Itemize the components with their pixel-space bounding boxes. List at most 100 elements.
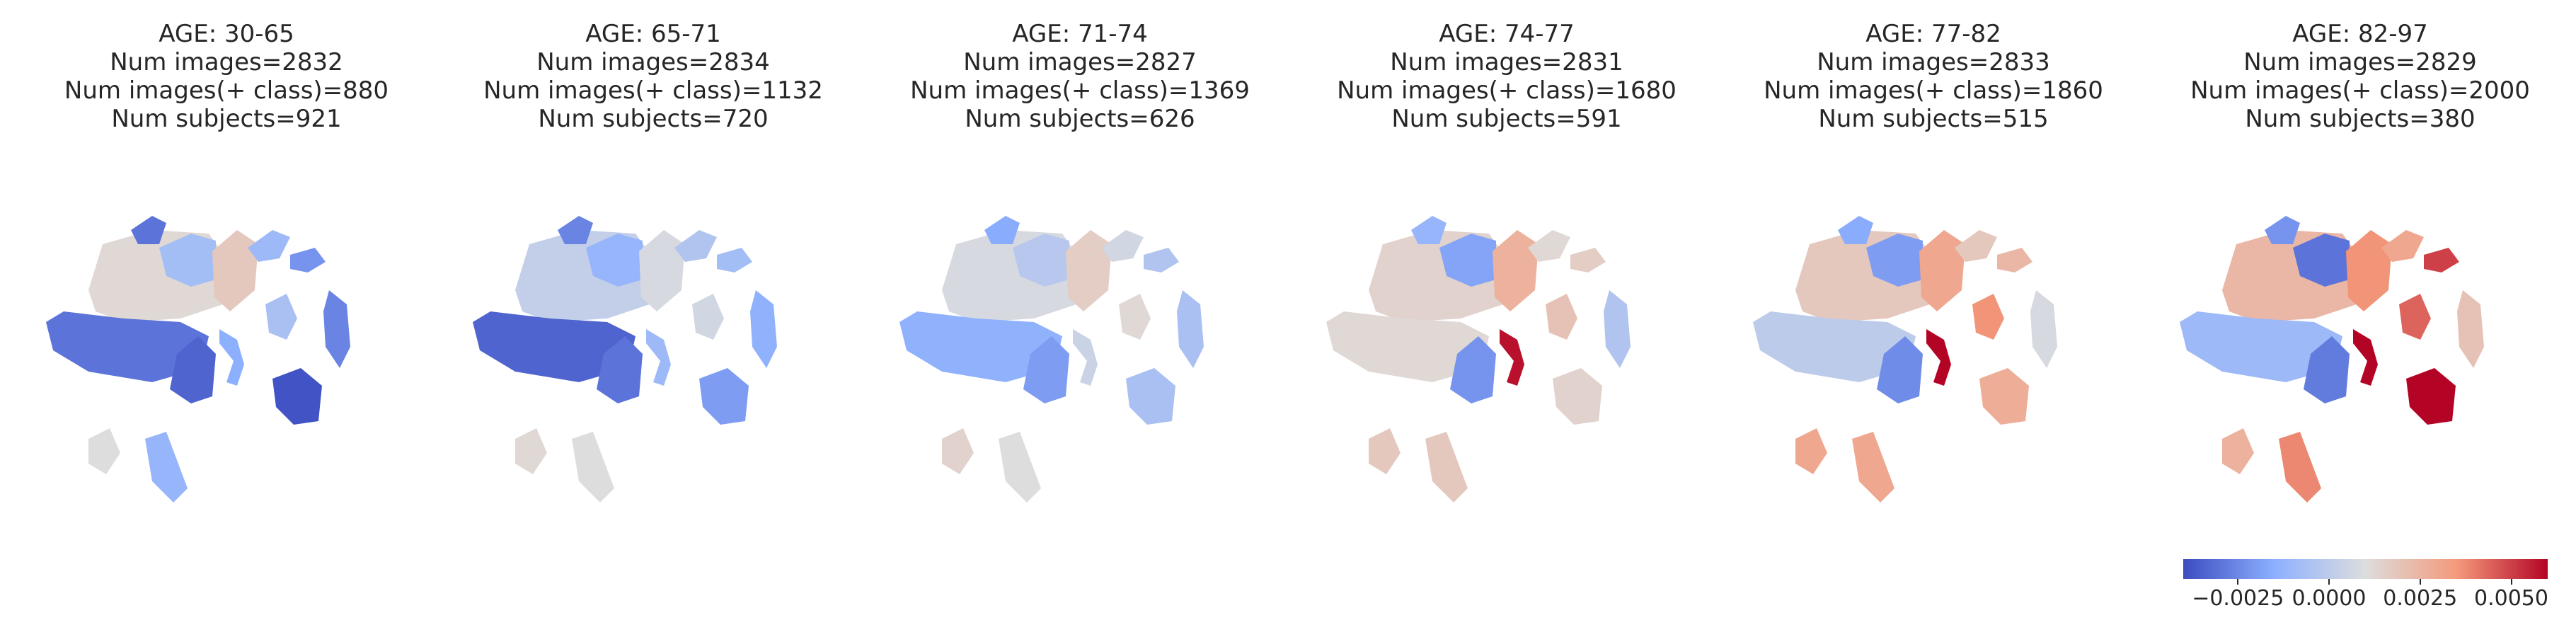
brain-region xyxy=(2406,368,2456,425)
colorbar-tick xyxy=(2510,579,2512,585)
brain-region xyxy=(1926,329,1951,386)
panel-age-label: AGE: 71-74 xyxy=(1012,20,1148,48)
panel-num-images: Num images=2832 xyxy=(110,48,343,76)
brain-region xyxy=(692,294,724,340)
brain-region xyxy=(572,432,614,503)
brain-region xyxy=(323,290,350,368)
brain-region xyxy=(1795,428,1827,474)
brain-region xyxy=(899,311,1062,382)
panel-age-label: AGE: 77-82 xyxy=(1865,20,2001,48)
brain-region xyxy=(1493,230,1539,311)
brain-region xyxy=(1411,216,1447,244)
brain-region xyxy=(272,368,322,425)
brain-region xyxy=(942,428,974,474)
brain-region xyxy=(2222,428,2254,474)
brain-region xyxy=(46,311,209,382)
brain-map xyxy=(1326,216,1631,503)
panel-num-images: Num images=2827 xyxy=(963,48,1197,76)
panel-age-label: AGE: 30-65 xyxy=(159,20,294,48)
brain-region xyxy=(1425,432,1468,503)
brain-region xyxy=(2346,230,2392,311)
brain-region xyxy=(1570,248,1606,272)
panel-age-65-71: AGE: 65-71 Num images=2834 Num images(+ … xyxy=(441,0,866,637)
brain-region xyxy=(88,428,120,474)
panel-num-subjects: Num subjects=515 xyxy=(1818,105,2049,133)
panel-title: AGE: 74-77 Num images=2831 Num images(+ … xyxy=(1294,20,1719,133)
panel-num-class: Num images(+ class)=2000 xyxy=(2190,76,2530,105)
brain-region xyxy=(1439,234,1496,287)
brain-region xyxy=(1852,432,1894,503)
brain-region xyxy=(2399,294,2431,340)
brain-region xyxy=(1073,329,1098,386)
brain-region xyxy=(473,311,636,382)
panel-age-label: AGE: 74-77 xyxy=(1439,20,1575,48)
brain-map xyxy=(899,216,1204,503)
brain-map xyxy=(473,216,777,503)
brain-map xyxy=(2180,216,2484,503)
brain-region xyxy=(558,216,593,244)
brain-region xyxy=(1066,230,1112,311)
panel-num-images: Num images=2833 xyxy=(1817,48,2050,76)
brain-region xyxy=(639,230,685,311)
panel-age-71-74: AGE: 71-74 Num images=2827 Num images(+ … xyxy=(868,0,1292,637)
brain-region xyxy=(999,432,1041,503)
brain-region xyxy=(170,336,216,403)
brain-region xyxy=(219,329,244,386)
panel-title: AGE: 30-65 Num images=2832 Num images(+ … xyxy=(14,20,439,133)
panel-num-class: Num images(+ class)=1680 xyxy=(1337,76,1677,105)
brain-region xyxy=(2304,336,2350,403)
brain-region xyxy=(1604,290,1631,368)
panel-age-77-82: AGE: 77-82 Num images=2833 Num images(+ … xyxy=(1721,0,2146,637)
panel-title: AGE: 65-71 Num images=2834 Num images(+ … xyxy=(441,20,866,133)
panel-title: AGE: 77-82 Num images=2833 Num images(+ … xyxy=(1721,20,2146,133)
panel-num-class: Num images(+ class)=1860 xyxy=(1764,76,2103,105)
brain-region xyxy=(699,368,749,425)
brain-region xyxy=(1919,230,1965,311)
brain-region xyxy=(1979,368,2029,425)
brain-region xyxy=(1528,230,1570,262)
brain-region xyxy=(2265,216,2300,244)
brain-map xyxy=(1753,216,2057,503)
brain-region xyxy=(1553,368,1602,425)
brain-region xyxy=(2353,329,2378,386)
colorbar-tick xyxy=(2328,579,2330,585)
brain-region xyxy=(145,432,188,503)
brain-region xyxy=(1546,294,1577,340)
brain-region xyxy=(2457,290,2484,368)
panel-num-images: Num images=2829 xyxy=(2243,48,2477,76)
brain-region xyxy=(212,230,258,311)
colorbar-tick-label: 0.0050 xyxy=(2474,586,2548,611)
colorbar-tick-label: −0.0025 xyxy=(2192,586,2284,611)
brain-region xyxy=(2424,248,2459,272)
brain-region xyxy=(2279,432,2321,503)
brain-region xyxy=(597,336,643,403)
brain-region xyxy=(131,216,166,244)
panel-num-class: Num images(+ class)=1369 xyxy=(910,76,1250,105)
brain-region xyxy=(1450,336,1496,403)
panel-num-class: Num images(+ class)=880 xyxy=(64,76,389,105)
colorbar-tick xyxy=(2419,579,2421,585)
brain-region xyxy=(1753,311,1916,382)
panel-title: AGE: 71-74 Num images=2827 Num images(+ … xyxy=(868,20,1292,133)
brain-region xyxy=(984,216,1020,244)
brain-region xyxy=(750,290,777,368)
brain-region xyxy=(1326,311,1489,382)
brain-region xyxy=(586,234,643,287)
colorbar-tick xyxy=(2237,579,2239,585)
brain-region xyxy=(1997,248,2032,272)
brain-region xyxy=(646,329,671,386)
brain-region xyxy=(1023,336,1069,403)
panel-age-30-65: AGE: 30-65 Num images=2832 Num images(+ … xyxy=(14,0,439,637)
brain-region xyxy=(2381,230,2424,262)
panel-age-label: AGE: 82-97 xyxy=(2292,20,2428,48)
brain-region xyxy=(2030,290,2057,368)
brain-region xyxy=(2293,234,2350,287)
brain-region xyxy=(1500,329,1524,386)
brain-region xyxy=(1972,294,2004,340)
brain-region xyxy=(1101,230,1144,262)
brain-region xyxy=(265,294,297,340)
brain-region xyxy=(717,248,752,272)
colorbar xyxy=(2183,559,2548,579)
panel-num-images: Num images=2834 xyxy=(536,48,770,76)
brain-region xyxy=(1177,290,1204,368)
